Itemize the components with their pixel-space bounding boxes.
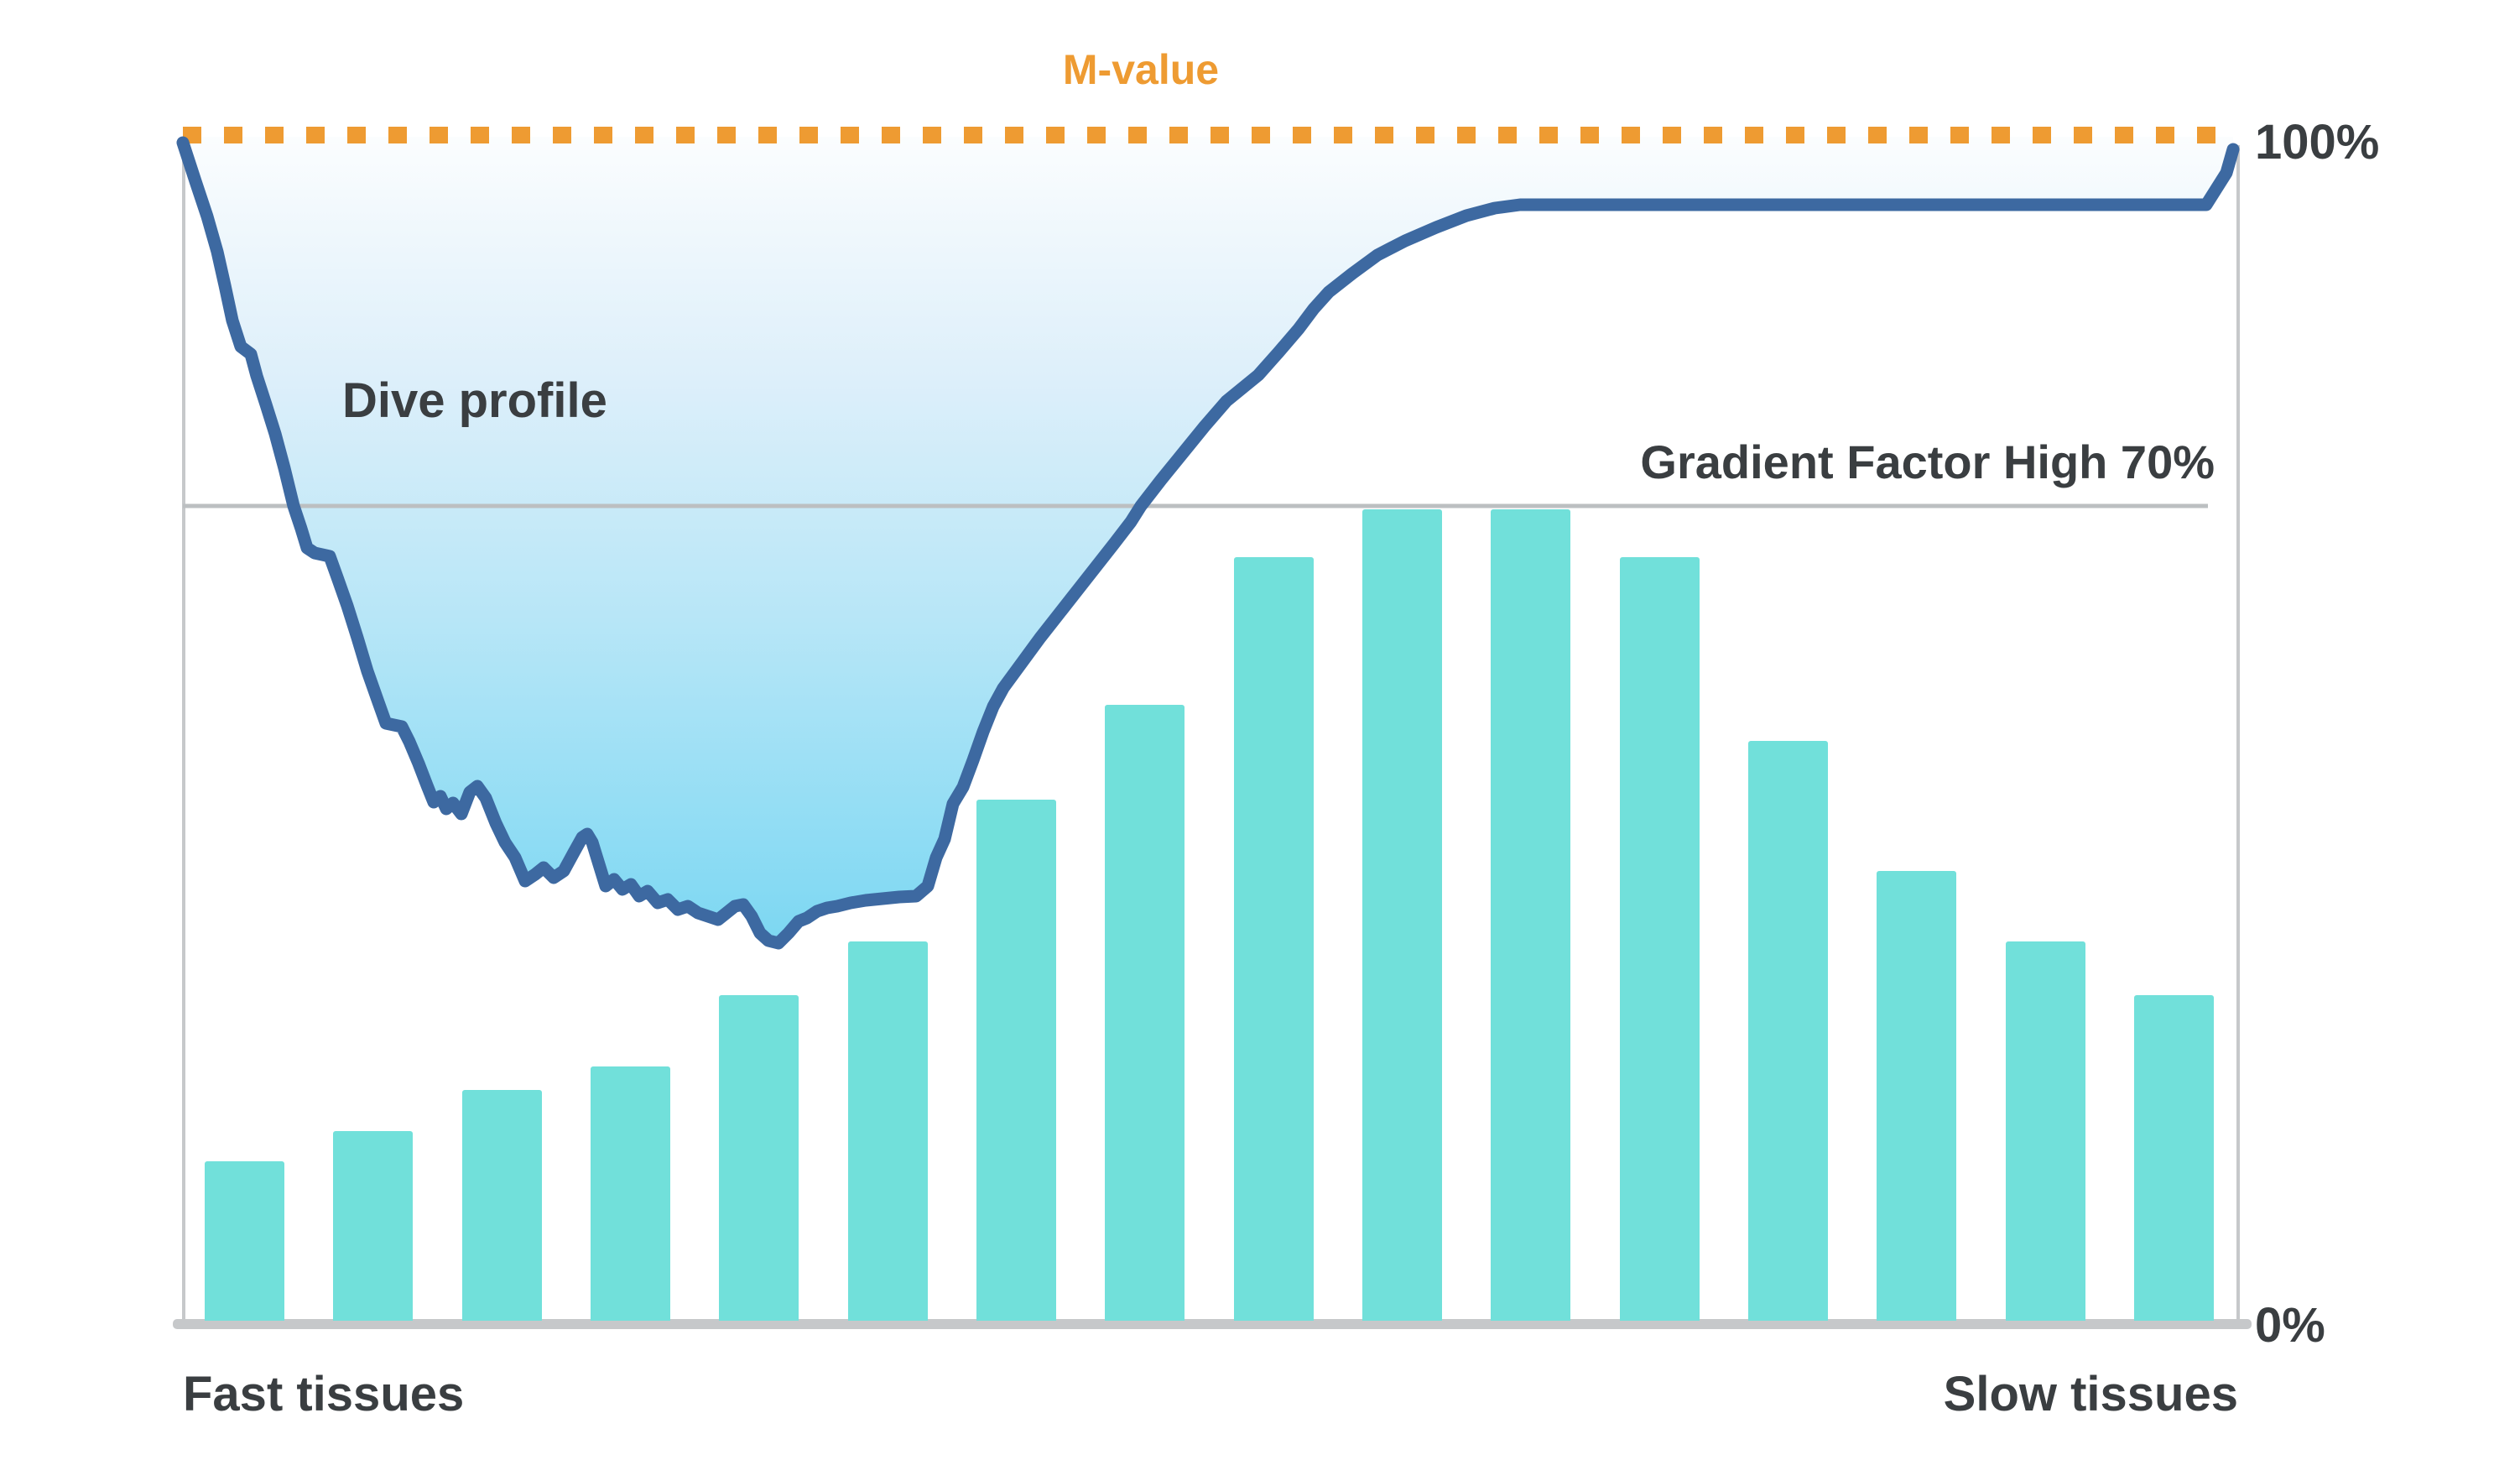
x-label-slow-tissues: Slow tissues	[1943, 1367, 2238, 1421]
tissue-bar	[462, 1090, 542, 1321]
tissue-bar	[719, 995, 799, 1321]
tissue-bar	[205, 1161, 284, 1321]
tissue-bar	[848, 941, 928, 1321]
tissue-bar	[333, 1131, 413, 1321]
gradient-factor-high-label: Gradient Factor High 70%	[1640, 435, 2215, 488]
y-tick-100-percent: 100%	[2255, 115, 2380, 169]
x-label-fast-tissues: Fast tissues	[183, 1367, 465, 1421]
tissue-bar	[1877, 871, 1956, 1321]
x-axis-baseline	[173, 1319, 2252, 1329]
tissue-bar	[1105, 705, 1185, 1321]
tissue-bar	[591, 1066, 670, 1321]
dive-profile-line	[176, 136, 2240, 950]
tissue-bar	[1491, 509, 1570, 1321]
dive-profile-label: Dive profile	[342, 373, 607, 428]
tissue-bar	[2134, 995, 2214, 1321]
tissue-bar	[1234, 557, 1314, 1321]
tissue-bar	[1362, 509, 1442, 1321]
tissue-bar	[1620, 557, 1700, 1321]
m-value-label: M-value	[1062, 46, 1220, 93]
tissue-bar	[976, 800, 1056, 1321]
tissue-bar	[1748, 741, 1828, 1321]
y-tick-0-percent: 0%	[2255, 1298, 2325, 1353]
dive-profile-water-fill	[183, 137, 2233, 943]
tissue-bar	[2006, 941, 2085, 1321]
